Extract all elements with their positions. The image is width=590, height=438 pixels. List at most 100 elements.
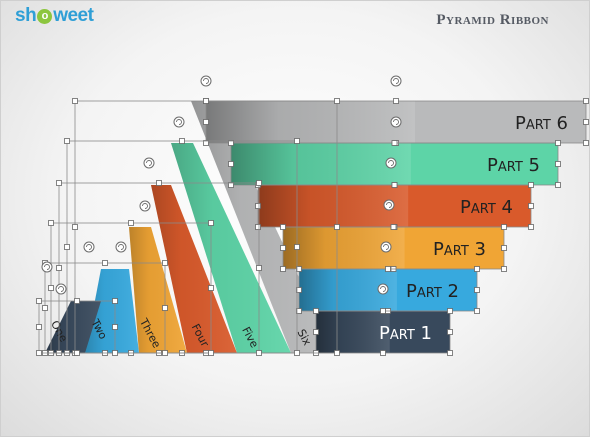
selection-handle-icon[interactable] <box>74 350 80 356</box>
rotate-handle-icon[interactable] <box>143 157 155 169</box>
selection-handle-icon[interactable] <box>64 138 70 144</box>
rotate-handle-icon[interactable] <box>41 261 53 273</box>
selection-handle-icon[interactable] <box>128 220 134 226</box>
selection-handle-icon[interactable] <box>583 140 589 146</box>
selection-handle-icon[interactable] <box>162 350 168 356</box>
selection-handle-icon[interactable] <box>72 98 78 104</box>
slide-title: Pyramid Ribbon <box>436 12 549 28</box>
selection-handle-icon[interactable] <box>112 324 118 330</box>
selection-handle-icon[interactable] <box>528 182 534 188</box>
rotate-handle-icon[interactable] <box>139 200 151 212</box>
selection-handle-icon[interactable] <box>280 224 286 230</box>
rotate-handle-icon[interactable] <box>385 157 397 169</box>
selection-handle-icon[interactable] <box>583 119 589 125</box>
selection-handle-icon[interactable] <box>255 203 261 209</box>
selection-handle-icon[interactable] <box>208 220 214 226</box>
selection-handle-icon[interactable] <box>42 305 48 311</box>
ribbon-label-part-3: Part 3 <box>433 239 486 260</box>
selection-handle-icon[interactable] <box>48 285 54 291</box>
selection-handle-icon[interactable] <box>380 350 386 356</box>
selection-handle-icon[interactable] <box>56 265 62 271</box>
selection-handle-icon[interactable] <box>280 266 286 272</box>
selection-handle-icon[interactable] <box>203 119 209 125</box>
ribbon-bar-shade <box>316 311 390 353</box>
selection-handle-icon[interactable] <box>474 266 480 272</box>
selection-handle-icon[interactable] <box>203 98 209 104</box>
selection-handle-icon[interactable] <box>447 329 453 335</box>
selection-handle-icon[interactable] <box>162 305 168 311</box>
rotate-handle-icon[interactable] <box>390 75 402 87</box>
selection-handle-icon[interactable] <box>255 224 261 230</box>
selection-handle-icon[interactable] <box>156 180 162 186</box>
selection-handle-icon[interactable] <box>393 98 399 104</box>
showeet-logo: sh o weet <box>15 5 94 26</box>
selection-handle-icon[interactable] <box>74 298 80 304</box>
selection-handle-icon[interactable] <box>296 287 302 293</box>
rotate-handle-icon[interactable] <box>390 116 402 128</box>
selection-handle-icon[interactable] <box>294 244 300 250</box>
selection-handle-icon[interactable] <box>447 350 453 356</box>
selection-handle-icon[interactable] <box>474 308 480 314</box>
selection-handle-icon[interactable] <box>64 244 70 250</box>
selection-handle-icon[interactable] <box>296 266 302 272</box>
rotate-handle-icon[interactable] <box>380 241 392 253</box>
selection-handle-icon[interactable] <box>501 245 507 251</box>
selection-handle-icon[interactable] <box>112 298 118 304</box>
selection-handle-icon[interactable] <box>112 350 118 356</box>
selection-handle-icon[interactable] <box>294 350 300 356</box>
selection-handle-icon[interactable] <box>228 161 234 167</box>
rotate-handle-icon[interactable] <box>55 283 67 295</box>
selection-handle-icon[interactable] <box>36 350 42 356</box>
selection-handle-icon[interactable] <box>313 329 319 335</box>
selection-handle-icon[interactable] <box>36 324 42 330</box>
selection-handle-icon[interactable] <box>72 224 78 230</box>
selection-handle-icon[interactable] <box>228 182 234 188</box>
selection-handle-icon[interactable] <box>102 260 108 266</box>
selection-handle-icon[interactable] <box>334 224 340 230</box>
selection-handle-icon[interactable] <box>179 138 185 144</box>
rotate-handle-icon[interactable] <box>173 116 185 128</box>
selection-handle-icon[interactable] <box>280 245 286 251</box>
rotate-handle-icon[interactable] <box>115 241 127 253</box>
selection-handle-icon[interactable] <box>256 265 262 271</box>
selection-handle-icon[interactable] <box>256 350 262 356</box>
selection-handle-icon[interactable] <box>203 140 209 146</box>
ribbon-label-part-6: Part 6 <box>515 113 568 134</box>
selection-handle-icon[interactable] <box>334 98 340 104</box>
rotate-handle-icon[interactable] <box>83 241 95 253</box>
selection-handle-icon[interactable] <box>528 203 534 209</box>
selection-handle-icon[interactable] <box>474 287 480 293</box>
selection-handle-icon[interactable] <box>48 220 54 226</box>
selection-handle-icon[interactable] <box>208 285 214 291</box>
selection-handle-icon[interactable] <box>56 180 62 186</box>
rotate-handle-icon[interactable] <box>383 199 395 211</box>
selection-handle-icon[interactable] <box>528 224 534 230</box>
rotate-handle-icon[interactable] <box>200 75 212 87</box>
selection-handle-icon[interactable] <box>296 308 302 314</box>
selection-handle-icon[interactable] <box>385 266 391 272</box>
selection-handle-icon[interactable] <box>583 98 589 104</box>
selection-handle-icon[interactable] <box>555 140 561 146</box>
selection-handle-icon[interactable] <box>208 350 214 356</box>
selection-handle-icon[interactable] <box>313 308 319 314</box>
selection-handle-icon[interactable] <box>256 180 262 186</box>
diagonal-strip-shade <box>85 269 139 353</box>
selection-handle-icon[interactable] <box>501 224 507 230</box>
selection-handle-icon[interactable] <box>391 140 398 146</box>
selection-handle-icon[interactable] <box>380 308 386 314</box>
selection-handle-icon[interactable] <box>501 266 507 272</box>
selection-handle-icon[interactable] <box>36 298 42 304</box>
ribbon-bar-shade <box>258 185 409 227</box>
ribbon-label-part-1: Part 1 <box>379 323 432 344</box>
selection-handle-icon[interactable] <box>162 260 168 266</box>
selection-handle-icon[interactable] <box>334 350 340 356</box>
selection-handle-icon[interactable] <box>390 224 397 230</box>
selection-handle-icon[interactable] <box>447 308 453 314</box>
selection-handle-icon[interactable] <box>391 182 398 188</box>
selection-handle-icon[interactable] <box>228 140 234 146</box>
selection-handle-icon[interactable] <box>555 182 561 188</box>
diagonal-strip-shade <box>129 227 187 353</box>
selection-handle-icon[interactable] <box>555 161 561 167</box>
selection-handle-icon[interactable] <box>294 138 300 144</box>
rotate-handle-icon[interactable] <box>377 283 389 295</box>
